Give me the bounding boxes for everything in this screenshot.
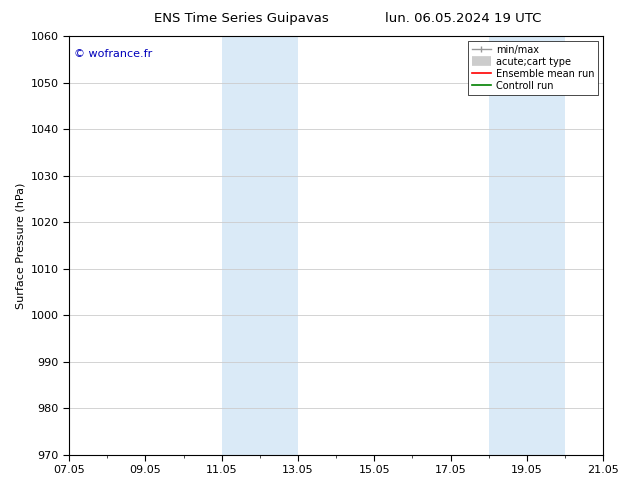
Legend: min/max, acute;cart type, Ensemble mean run, Controll run: min/max, acute;cart type, Ensemble mean … [468,41,598,95]
Bar [527,36,565,455]
Y-axis label: Surface Pressure (hPa): Surface Pressure (hPa) [15,182,25,309]
Text: ENS Time Series Guipavas: ENS Time Series Guipavas [153,12,328,25]
Text: © wofrance.fr: © wofrance.fr [74,49,153,59]
Bar [489,36,527,455]
Bar [222,36,260,455]
Bar [260,36,298,455]
Text: lun. 06.05.2024 19 UTC: lun. 06.05.2024 19 UTC [385,12,541,25]
